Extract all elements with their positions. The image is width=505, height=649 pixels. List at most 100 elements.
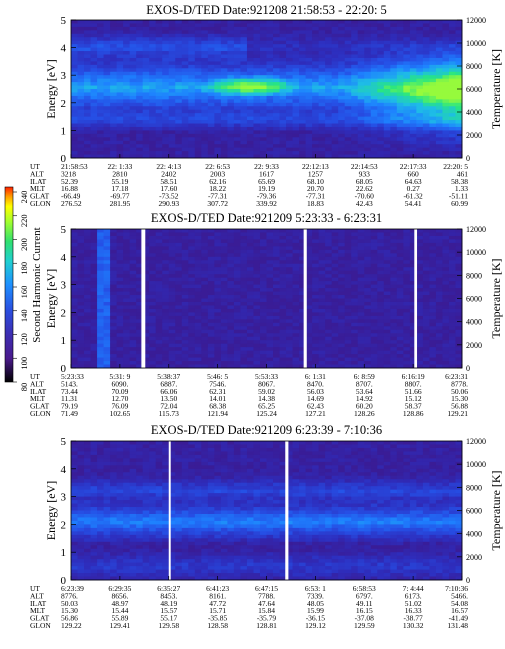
heatmap-cell	[233, 30, 241, 35]
heatmap-cell	[416, 57, 424, 62]
heatmap-cell	[351, 336, 359, 341]
heatmap-cell	[194, 151, 202, 155]
heatmap-cell	[266, 291, 274, 296]
heatmap-cell	[442, 242, 450, 247]
heatmap-cell	[246, 99, 254, 104]
heatmap-cell	[390, 235, 398, 240]
heatmap-cell	[110, 95, 118, 100]
heatmap-cell	[409, 319, 417, 324]
heatmap-cell	[214, 229, 222, 233]
heatmap-cell	[129, 336, 137, 341]
heatmap-cell	[97, 298, 104, 303]
heatmap-cell	[253, 253, 261, 258]
heatmap-cell	[207, 109, 215, 114]
heatmap-cell	[279, 140, 287, 145]
heatmap-cell	[383, 71, 391, 76]
heatmap-cell	[110, 253, 118, 258]
heatmap-cell	[155, 57, 163, 62]
heatmap-cell	[403, 284, 411, 289]
heatmap-cell	[364, 336, 372, 341]
heatmap-cell	[90, 75, 98, 80]
heatmap-cell	[286, 305, 293, 310]
heatmap-cell	[227, 37, 235, 42]
heatmap-cell	[422, 109, 430, 114]
heatmap-cell	[175, 253, 183, 258]
heatmap-cell	[155, 267, 163, 272]
heatmap-cell	[253, 284, 261, 289]
heatmap-cell	[344, 301, 352, 306]
heatmap-cell	[312, 291, 320, 296]
heatmap-cell	[253, 99, 261, 104]
heatmap-cell	[162, 260, 170, 265]
heatmap-cell	[123, 44, 131, 48]
heatmap-cell	[390, 151, 398, 155]
heatmap-cell	[305, 30, 313, 35]
heatmap-cell	[181, 133, 189, 138]
heatmap-cell	[305, 256, 313, 261]
heatmap-cell	[233, 263, 241, 268]
heatmap-cell	[194, 305, 202, 310]
heatmap-cell	[312, 329, 320, 334]
heatmap-cell	[299, 130, 306, 135]
heatmap-cell	[390, 140, 398, 145]
heatmap-cell	[325, 329, 333, 334]
heatmap-cell	[273, 137, 280, 142]
heatmap-cell	[448, 89, 456, 93]
heatmap-cell	[416, 140, 424, 145]
heatmap-cell	[286, 147, 293, 152]
heatmap-cell	[292, 235, 300, 240]
heatmap-cell	[396, 333, 404, 338]
heatmap-cell	[110, 235, 118, 240]
heatmap-cell	[357, 357, 365, 362]
heatmap-cell	[442, 85, 450, 90]
heatmap-cell	[429, 308, 437, 313]
heatmap-cell	[194, 102, 202, 107]
heatmap-cell	[253, 20, 261, 24]
heatmap-cell	[103, 229, 111, 233]
table-cell: -69.77	[110, 192, 130, 201]
heatmap-cell	[162, 235, 170, 240]
heatmap-cell	[149, 361, 157, 365]
heatmap-cell	[233, 232, 241, 237]
heatmap-cell	[305, 305, 313, 310]
heatmap-cell	[416, 89, 424, 93]
heatmap-cell	[279, 130, 287, 135]
heatmap-cell	[331, 26, 339, 31]
heatmap-cell	[429, 291, 437, 296]
heatmap-cell	[90, 92, 98, 97]
heatmap-cell	[448, 130, 456, 135]
heatmap-cell	[344, 232, 352, 237]
heatmap-cell	[168, 37, 176, 42]
heatmap-cell	[318, 147, 326, 152]
heatmap-cell	[201, 347, 209, 352]
heatmap-cell	[71, 274, 78, 279]
heatmap-cell	[214, 343, 222, 348]
heatmap-cell	[246, 57, 254, 62]
heatmap-cell	[155, 336, 163, 341]
heatmap-cell	[188, 71, 196, 76]
heatmap-cell	[448, 298, 456, 303]
heatmap-cell	[266, 109, 274, 114]
heatmap-cell	[318, 102, 326, 107]
heatmap-cell	[396, 71, 404, 76]
heatmap-cell	[357, 361, 365, 365]
heatmap-cell	[142, 229, 150, 233]
heatmap-cell	[279, 235, 287, 240]
heatmap-cell	[214, 78, 222, 83]
heatmap-cell	[188, 232, 196, 237]
heatmap-cell	[188, 140, 196, 145]
heatmap-cell	[448, 116, 456, 121]
heatmap-cell	[155, 340, 163, 345]
heatmap-cell	[97, 347, 104, 352]
heatmap-cell	[312, 298, 320, 303]
heatmap-cell	[136, 315, 144, 320]
heatmap-cell	[123, 116, 131, 121]
heatmap-cell	[455, 54, 463, 59]
heatmap-cell	[318, 23, 326, 28]
heatmap-cell	[201, 47, 209, 52]
heatmap-cell	[123, 78, 131, 83]
heatmap-cell	[299, 71, 306, 76]
heatmap-cell	[181, 71, 189, 76]
heatmap-cell	[188, 364, 196, 369]
heatmap-cell	[403, 256, 411, 261]
